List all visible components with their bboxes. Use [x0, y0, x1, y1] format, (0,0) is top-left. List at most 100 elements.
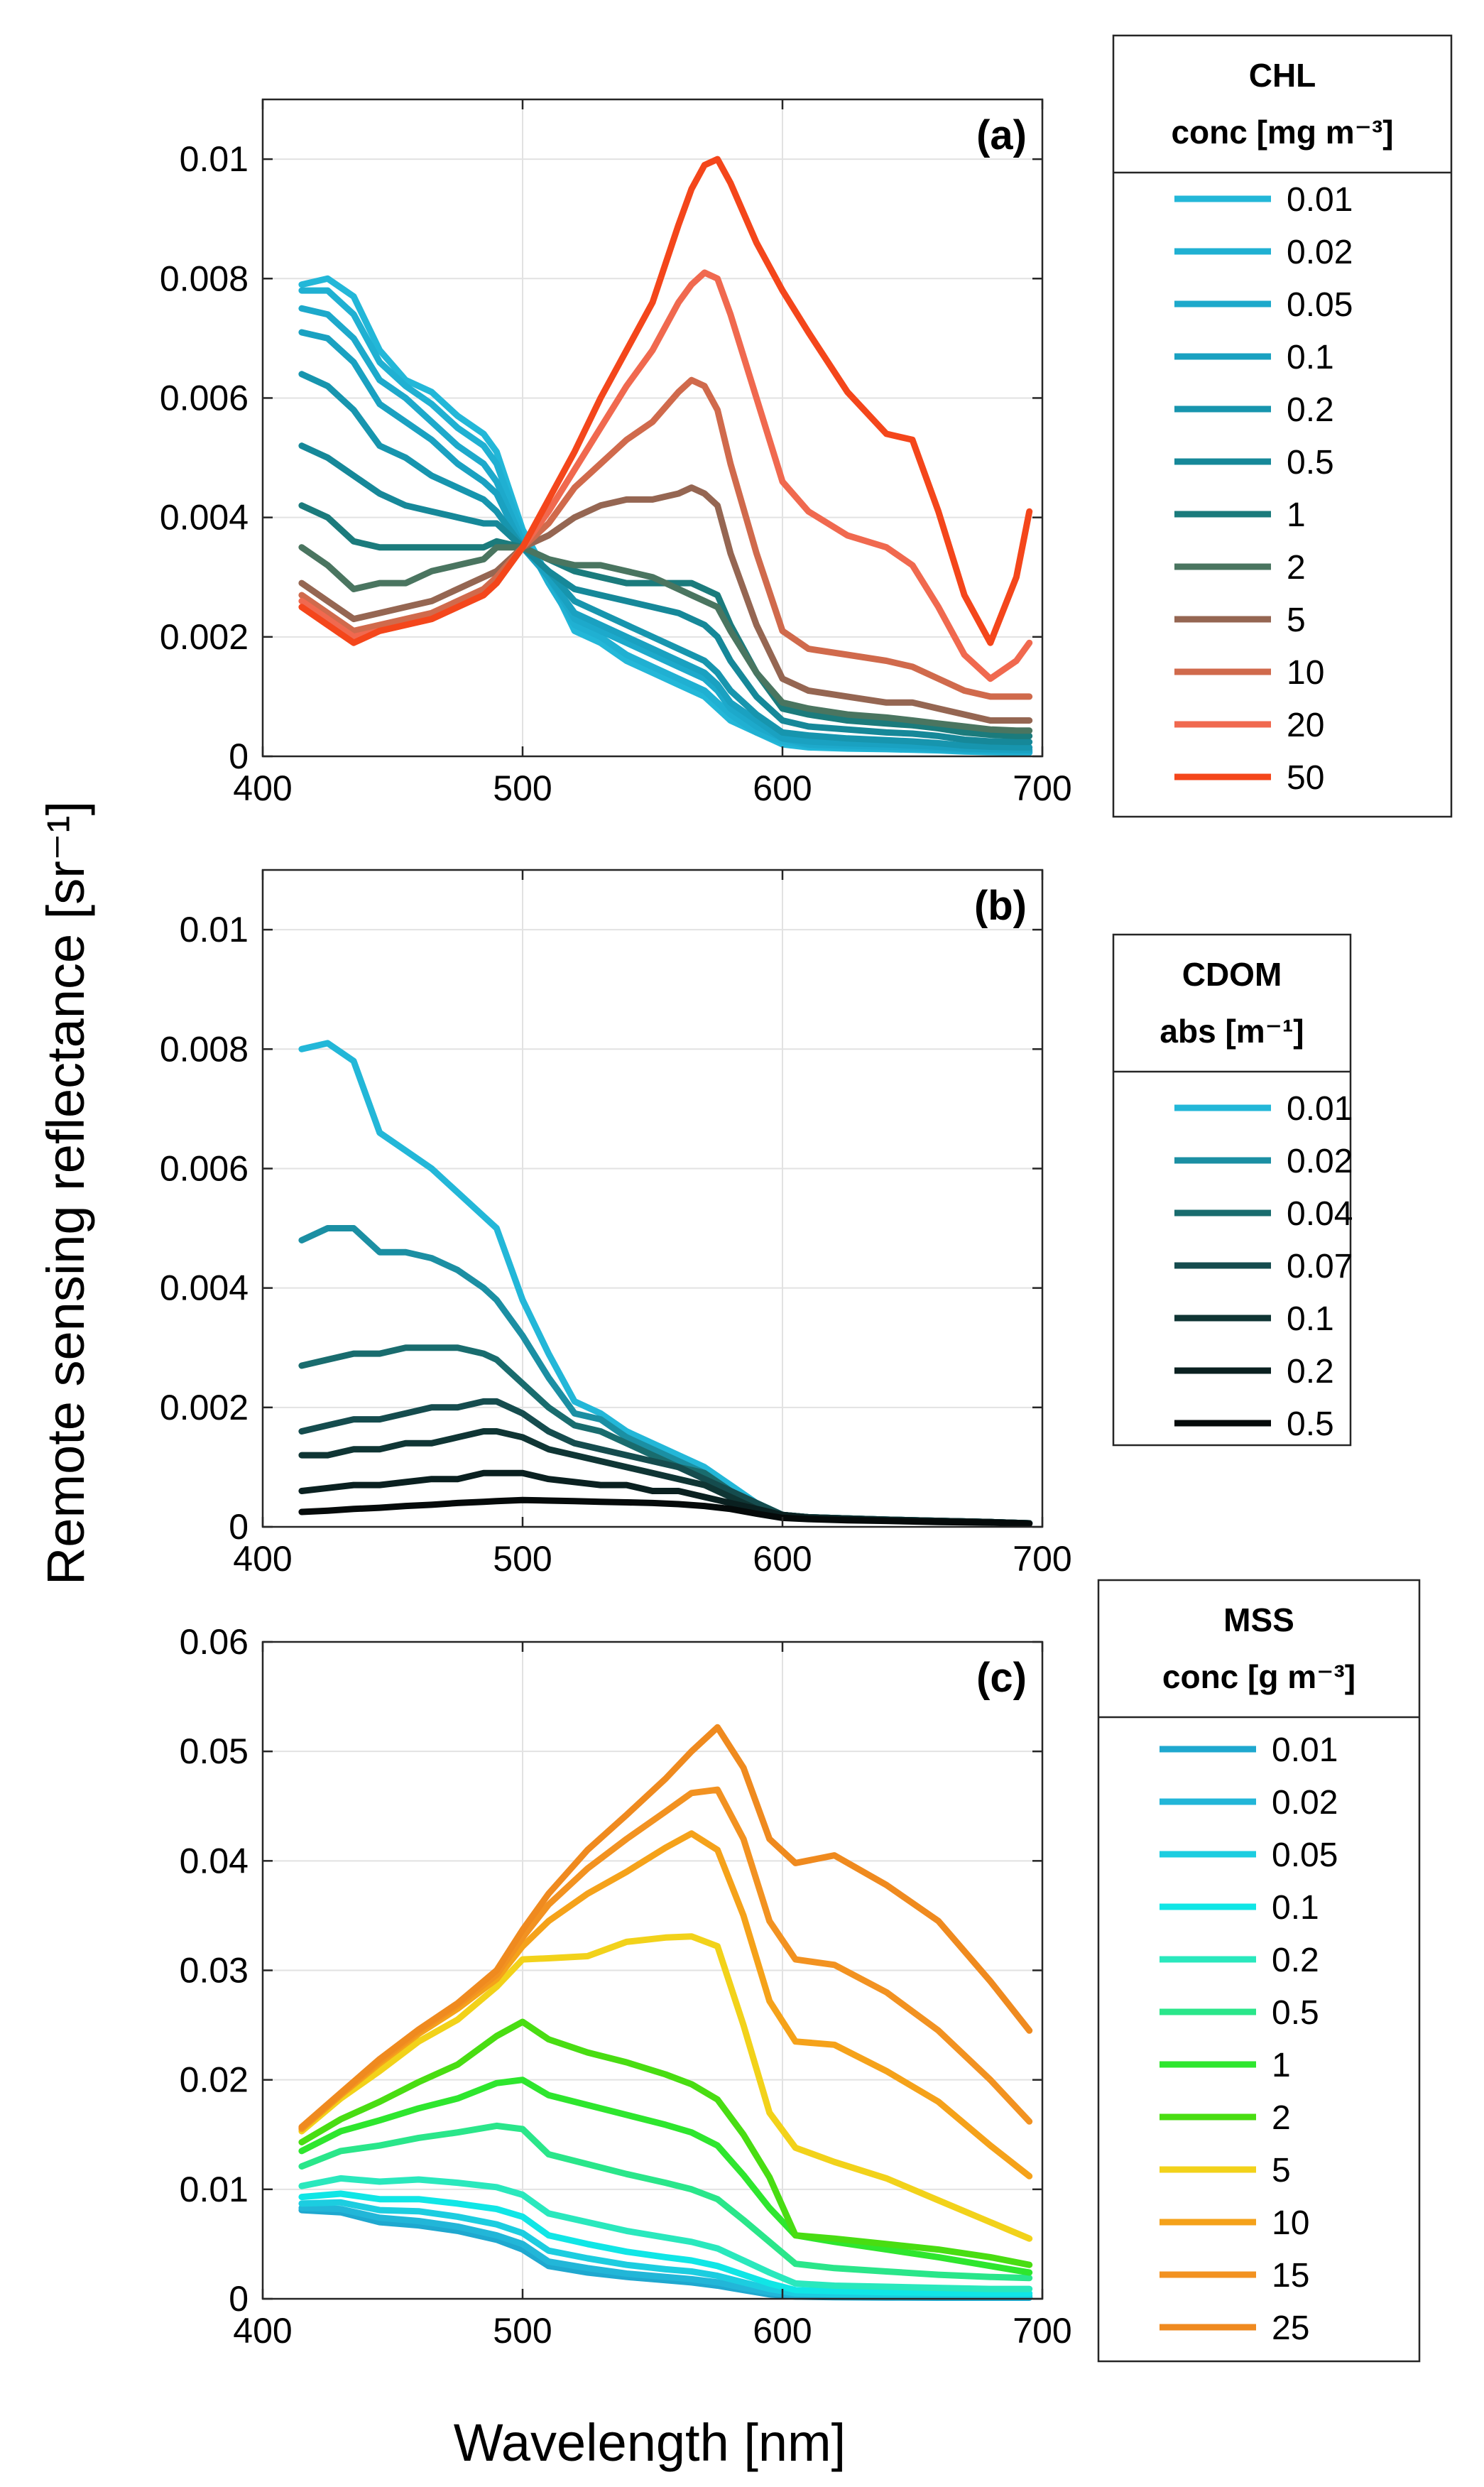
legend-entry-label: 0.05 [1287, 286, 1353, 324]
y-tick-label: 0.04 [180, 1841, 249, 1881]
legend: CHL conc [mg m⁻³] 0.01 0.02 0.05 0.1 0.2 0.5 1 2 5… [1112, 34, 1453, 818]
panel-label: (b) [974, 883, 1027, 929]
series-line-0.5 [298, 1496, 1033, 1528]
legend-entry-label: 0.2 [1272, 1942, 1319, 1979]
y-tick-label: 0.06 [180, 1622, 249, 1662]
panel-c: 400 500 600 700 0 0.01 0.02 0.03 0.04 0.05 0.06 (c)… [180, 1579, 1421, 2363]
series-line-25 [298, 1724, 1033, 2130]
legend-entry-label: 0.02 [1287, 1143, 1353, 1180]
x-tick-label: 500 [493, 2311, 552, 2351]
x-tick-label: 400 [233, 768, 292, 808]
legend-entry-label: 5 [1272, 2152, 1291, 2189]
legend-entry-label: 25 [1272, 2309, 1309, 2347]
series-line-0.01 [298, 1040, 1033, 1527]
y-tick-label: 0.002 [160, 1388, 249, 1427]
y-tick-label: 0.006 [160, 378, 249, 418]
x-tick-label: 500 [493, 1539, 552, 1579]
series-line-0.05 [298, 305, 1033, 754]
x-tick-label: 700 [1013, 2311, 1071, 2351]
series-group [298, 1040, 1033, 1528]
series-line-0.5 [298, 442, 1033, 746]
series-line-0.5 [298, 2122, 1033, 2282]
series-line-2 [298, 2018, 1033, 2268]
legend-entry-label: 20 [1287, 707, 1324, 744]
legend-entry-label: 0.5 [1287, 1405, 1334, 1443]
legend-entry-label: 5 [1287, 602, 1306, 639]
grid [262, 870, 1043, 1528]
legend-entry-label: 0.1 [1272, 1889, 1319, 1927]
legend-title-line1: CHL [1249, 57, 1316, 94]
legend-title-line2: conc [mg m⁻³] [1171, 114, 1393, 151]
legend-box [1097, 1579, 1421, 2363]
x-tick-label: 600 [753, 768, 812, 808]
y-tick-label: 0.004 [160, 1268, 249, 1308]
series-line-0.2 [298, 2175, 1033, 2292]
x-tick-label: 700 [1013, 768, 1071, 808]
legend-entry-label: 50 [1287, 759, 1324, 797]
y-tick-label: 0 [229, 1507, 249, 1547]
legend-entry-label: 10 [1272, 2204, 1309, 2242]
legend-title-line1: MSS [1223, 1601, 1294, 1638]
series-line-0.2 [298, 1469, 1033, 1527]
legend-box [1112, 933, 1352, 1447]
legend-entry-label: 0.01 [1287, 1090, 1353, 1128]
legend-entry-label: 0.5 [1287, 444, 1334, 481]
legend-title-line2: conc [g m⁻³] [1162, 1658, 1355, 1695]
legend-title-line2: abs [m⁻¹] [1160, 1013, 1304, 1050]
x-axis-title: Wavelength [nm] [454, 2413, 846, 2472]
series-line-5 [298, 484, 1033, 724]
series-group [298, 1724, 1033, 2301]
legend-entry-label: 2 [1272, 2099, 1291, 2137]
y-tick-label: 0.01 [180, 139, 249, 179]
x-tick-label: 600 [753, 2311, 812, 2351]
series-line-0.01 [298, 275, 1033, 756]
series-group [298, 156, 1033, 756]
panel-label: (a) [976, 112, 1027, 158]
series-line-0.1 [298, 2190, 1033, 2297]
panel-label: (c) [976, 1655, 1027, 1701]
series-line-10 [298, 376, 1033, 700]
legend-entry-label: 10 [1287, 654, 1324, 692]
x-tick-label: 700 [1013, 1539, 1071, 1579]
series-line-1 [298, 502, 1033, 739]
legend-entry-label: 0.1 [1287, 1300, 1334, 1338]
y-tick-label: 0.03 [180, 1951, 249, 1991]
series-line-0.2 [298, 371, 1033, 751]
legend-box [1112, 34, 1453, 818]
legend-entry-label: 0.2 [1287, 391, 1334, 429]
x-tick-label: 500 [493, 768, 552, 808]
legend-entry-label: 0.05 [1272, 1836, 1338, 1874]
legend-entry-label: 0.04 [1287, 1195, 1353, 1233]
panel-b: 400 500 600 700 0 0.002 0.004 0.006 0.008 0.01 (b)… [160, 869, 1353, 1579]
y-tick-label: 0 [229, 736, 249, 776]
series-line-0.1 [298, 329, 1033, 753]
series-line-50 [298, 156, 1033, 646]
x-tick-label: 600 [753, 1539, 812, 1579]
x-tick-label: 400 [233, 2311, 292, 2351]
legend-title-line1: CDOM [1182, 956, 1282, 993]
y-tick-label: 0.01 [180, 910, 249, 949]
series-line-2 [298, 544, 1033, 734]
legend-entry-label: 15 [1272, 2257, 1309, 2295]
y-tick-label: 0.008 [160, 1029, 249, 1069]
legend-entry-label: 0.07 [1287, 1248, 1353, 1285]
y-tick-label: 0 [229, 2279, 249, 2319]
legend-entry-label: 0.5 [1272, 1994, 1319, 2032]
plot-frame [261, 869, 1044, 1528]
legend-entry-label: 0.2 [1287, 1353, 1334, 1391]
y-tick-label: 0.004 [160, 498, 249, 538]
series-line-5 [298, 1933, 1033, 2242]
legend: CDOM abs [m⁻¹] 0.01 0.02 0.04 0.07 0.1 0.2 0.5 [1112, 933, 1353, 1447]
y-tick-label: 0.02 [180, 2060, 249, 2100]
y-tick-label: 0.01 [180, 2170, 249, 2209]
panel-a: 400 500 600 700 0 0.002 0.004 0.006 0.008 0.01 (a)… [160, 34, 1453, 818]
y-tick-label: 0.006 [160, 1148, 249, 1188]
legend-entry-label: 0.02 [1287, 234, 1353, 271]
series-line-0.04 [298, 1344, 1033, 1527]
y-axis-title: Remote sensing reflectance [sr⁻¹] [36, 801, 95, 1585]
legend-entry-label: 0.02 [1272, 1784, 1338, 1822]
plot-frame [261, 98, 1044, 758]
x-tick-label: 400 [233, 1539, 292, 1579]
